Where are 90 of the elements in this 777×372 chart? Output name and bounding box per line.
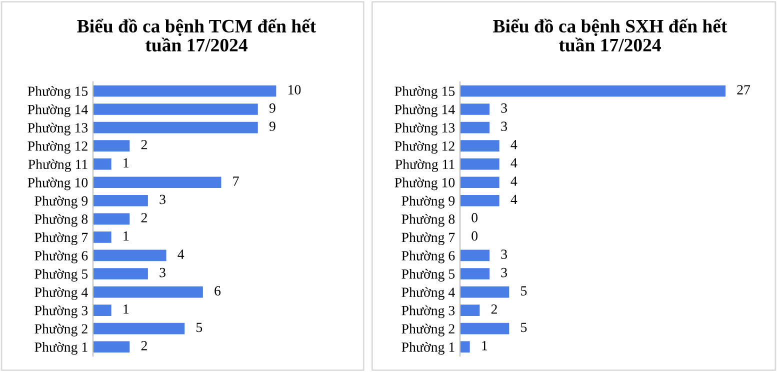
y-tick-label: Phường 9 — [34, 196, 88, 208]
bar — [93, 104, 258, 115]
data-label: 6 — [214, 286, 221, 296]
chart-title: Biểu đồ ca bệnh SXH đến hết tuần 17/2024 — [493, 18, 728, 52]
bar — [460, 158, 500, 170]
bar — [460, 122, 490, 134]
data-label: 5 — [196, 322, 202, 332]
data-label: 3 — [501, 122, 508, 132]
y-tick-label: Phường 3 — [402, 305, 455, 318]
bar — [93, 194, 148, 206]
y-tick-label: Phường 12 — [394, 140, 454, 154]
bar — [93, 122, 258, 134]
bar — [460, 286, 510, 298]
data-label: 2 — [141, 213, 147, 222]
data-label: 4 — [510, 194, 518, 204]
data-label: 5 — [521, 286, 527, 296]
data-label: 3 — [501, 103, 508, 113]
bar — [460, 194, 500, 206]
data-label: 4 — [178, 250, 184, 259]
data-label: 1 — [124, 158, 129, 168]
bar — [93, 140, 130, 152]
y-tick-label: Phường 11 — [395, 159, 454, 172]
data-label: 4 — [510, 158, 518, 168]
y-tick-label: Phường 6 — [402, 250, 455, 264]
y-tick-label: Phường 5 — [34, 268, 88, 282]
y-tick-label: Phường 2 — [34, 324, 88, 336]
y-tick-label: Phường 14 — [28, 104, 88, 118]
y-tick-label: Phường 9 — [402, 196, 455, 208]
data-label: 2 — [141, 140, 147, 150]
bar — [93, 286, 203, 298]
data-label: 1 — [482, 341, 488, 350]
y-tick-label: Phường 2 — [402, 324, 454, 336]
data-label: 1 — [124, 231, 129, 241]
data-label: 0 — [472, 213, 478, 222]
bar — [93, 268, 148, 280]
bar — [93, 304, 112, 316]
y-tick-label: Phường 1 — [402, 342, 454, 355]
y-tick-label: Phường 7 — [34, 232, 88, 246]
bar — [93, 341, 130, 353]
data-label: 3 — [160, 268, 166, 278]
y-tick-label: Phường 15 — [394, 86, 455, 99]
y-tick-label: Phường 6 — [34, 250, 88, 264]
bar — [93, 232, 112, 243]
bar — [460, 250, 490, 262]
data-label: 5 — [521, 322, 527, 332]
bar — [460, 140, 500, 152]
data-label: 2 — [141, 341, 147, 350]
y-tick-label: Phường 10 — [28, 178, 88, 190]
bar — [93, 322, 185, 334]
y-tick-label: Phường 12 — [28, 140, 88, 154]
data-label: 4 — [510, 140, 518, 150]
data-label: 9 — [269, 103, 276, 113]
data-label: 3 — [501, 250, 508, 259]
data-label: 7 — [233, 176, 239, 186]
chart-title: Biểu đồ ca bệnh TCM đến hết tuần 17/2024 — [77, 18, 316, 52]
y-tick-label: Phường 5 — [402, 268, 455, 282]
y-tick-label: Phường 4 — [402, 287, 455, 300]
data-label: 4 — [510, 176, 518, 186]
data-label: 10 — [288, 85, 301, 94]
bar — [93, 158, 112, 170]
bar — [93, 176, 222, 188]
bar — [460, 268, 490, 280]
y-tick-label: Phường 13 — [394, 122, 455, 136]
y-tick-label: Phường 14 — [394, 104, 455, 118]
y-tick-label: Phường 3 — [34, 305, 88, 318]
data-label: 3 — [160, 194, 166, 204]
data-label: 27 — [737, 85, 750, 94]
bar — [460, 85, 726, 97]
y-tick-label: Phường 13 — [28, 122, 88, 136]
y-tick-label: Phường 8 — [34, 214, 88, 227]
y-tick-label: Phường 4 — [34, 287, 88, 300]
bar — [460, 322, 510, 334]
y-tick-label: Phường 7 — [402, 232, 455, 246]
y-tick-label: Phường 15 — [28, 86, 88, 99]
bar — [93, 250, 166, 262]
bar — [93, 213, 130, 225]
data-label: 1 — [124, 304, 129, 314]
data-label: 9 — [269, 122, 276, 132]
y-tick-label: Phường 10 — [394, 178, 455, 190]
bar — [460, 176, 500, 188]
y-tick-label: Phường 8 — [402, 214, 455, 227]
bar — [460, 304, 480, 316]
data-label: 0 — [472, 231, 478, 241]
bar — [460, 104, 490, 115]
y-tick-label: Phường 11 — [28, 159, 88, 172]
bar — [93, 85, 276, 97]
bar — [460, 341, 470, 353]
data-label: 3 — [501, 268, 508, 278]
data-label: 2 — [491, 304, 497, 314]
y-tick-label: Phường 1 — [34, 342, 88, 355]
